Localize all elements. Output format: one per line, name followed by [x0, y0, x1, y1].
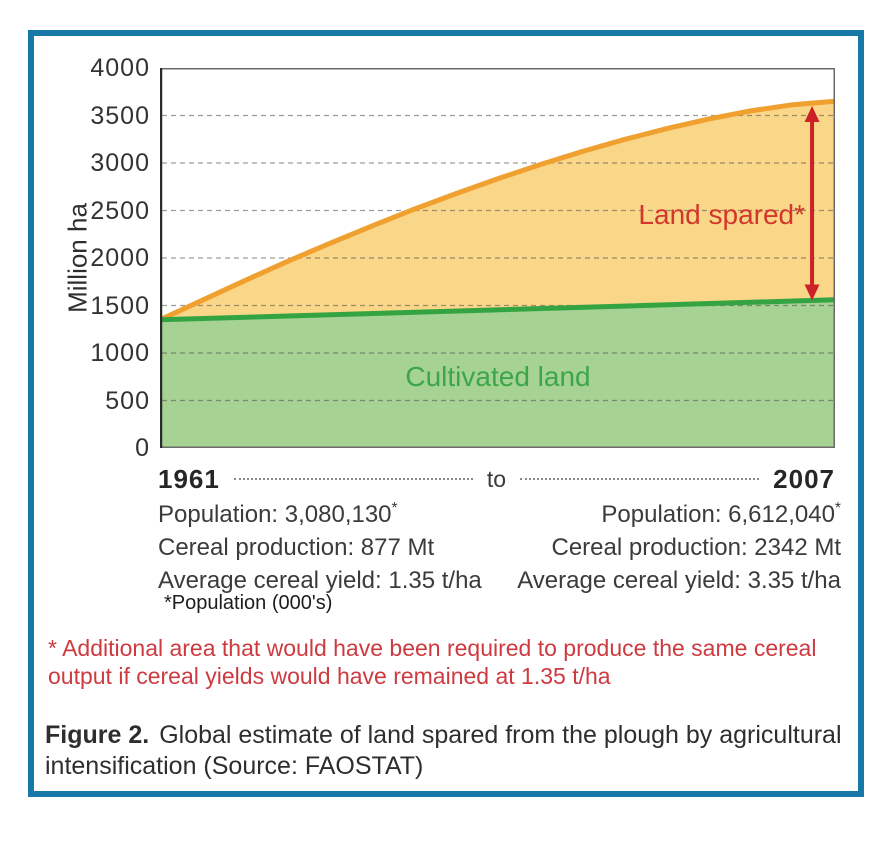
- gridlines: [162, 114, 834, 402]
- y-tick-label-3500: 3500: [90, 102, 150, 130]
- cultivated-land-area: [160, 299, 835, 448]
- land-spared-footnote: * Additional area that would have been r…: [48, 635, 817, 689]
- caption-text: Global estimate of land spared from the …: [45, 721, 842, 780]
- y-tick-label-3000: 3000: [90, 149, 150, 177]
- chart-svg: [160, 68, 835, 448]
- figure-number: Figure 2.: [45, 721, 150, 749]
- land-required-line: [160, 98, 835, 323]
- land-spared-arrow: [804, 106, 820, 301]
- arrow-head-down-icon: [804, 284, 820, 301]
- y-tick-label-2500: 2500: [90, 197, 150, 225]
- figure-box: Million ha 4000 3500 3000 2500 2000 1500 1000 5…: [28, 30, 864, 797]
- y-axis-tick-labels: 4000 3500 3000 2500 2000 1500 1000 500 0: [64, 36, 150, 486]
- dotted-leader-left: [233, 478, 473, 480]
- cultivated-land-line: [160, 297, 835, 323]
- population-units-footnote: *Population (000's): [164, 592, 333, 614]
- population-2007: Population: 6,612,040*: [601, 500, 841, 528]
- cultivated-land-label: Cultivated land: [405, 361, 591, 392]
- cereal-yield-1961: Average cereal yield: 1.35 t/ha: [158, 567, 482, 594]
- chart-plot-area: Cultivated land Land spared*: [160, 68, 835, 448]
- end-year-label: 2007: [773, 464, 835, 494]
- cereal-yield-2007: Average cereal yield: 3.35 t/ha: [517, 567, 841, 594]
- footnote-marker: *: [391, 500, 398, 517]
- y-tick-label-0: 0: [135, 434, 150, 462]
- footnote-marker: *: [834, 500, 841, 517]
- figure-content: Million ha 4000 3500 3000 2500 2000 1500 1000 5…: [34, 36, 858, 791]
- y-tick-label-2000: 2000: [90, 244, 150, 272]
- to-label: to: [486, 465, 507, 492]
- y-tick-label-1000: 1000: [90, 339, 150, 367]
- stats-1961: Population: 3,080,130* Cereal production…: [158, 492, 482, 597]
- y-tick-label-4000: 4000: [90, 54, 150, 82]
- arrow-head-up-icon: [804, 106, 820, 122]
- population-1961: Population: 3,080,130*: [158, 500, 398, 528]
- land-spared-label: Land spared*: [638, 199, 805, 230]
- dotted-leader-right: [520, 478, 760, 480]
- x-axis-row: 1961 to 2007: [158, 464, 835, 494]
- figure-caption: Figure 2. Global estimate of land spared …: [45, 720, 851, 782]
- stats-2007: Population: 6,612,040* Cereal production…: [484, 492, 841, 597]
- y-tick-label-500: 500: [105, 387, 150, 415]
- cereal-production-2007: Cereal production: 2342 Mt: [551, 534, 842, 561]
- start-year-label: 1961: [158, 464, 220, 494]
- y-tick-label-1500: 1500: [90, 292, 150, 320]
- cereal-production-1961: Cereal production: 877 Mt: [158, 534, 435, 561]
